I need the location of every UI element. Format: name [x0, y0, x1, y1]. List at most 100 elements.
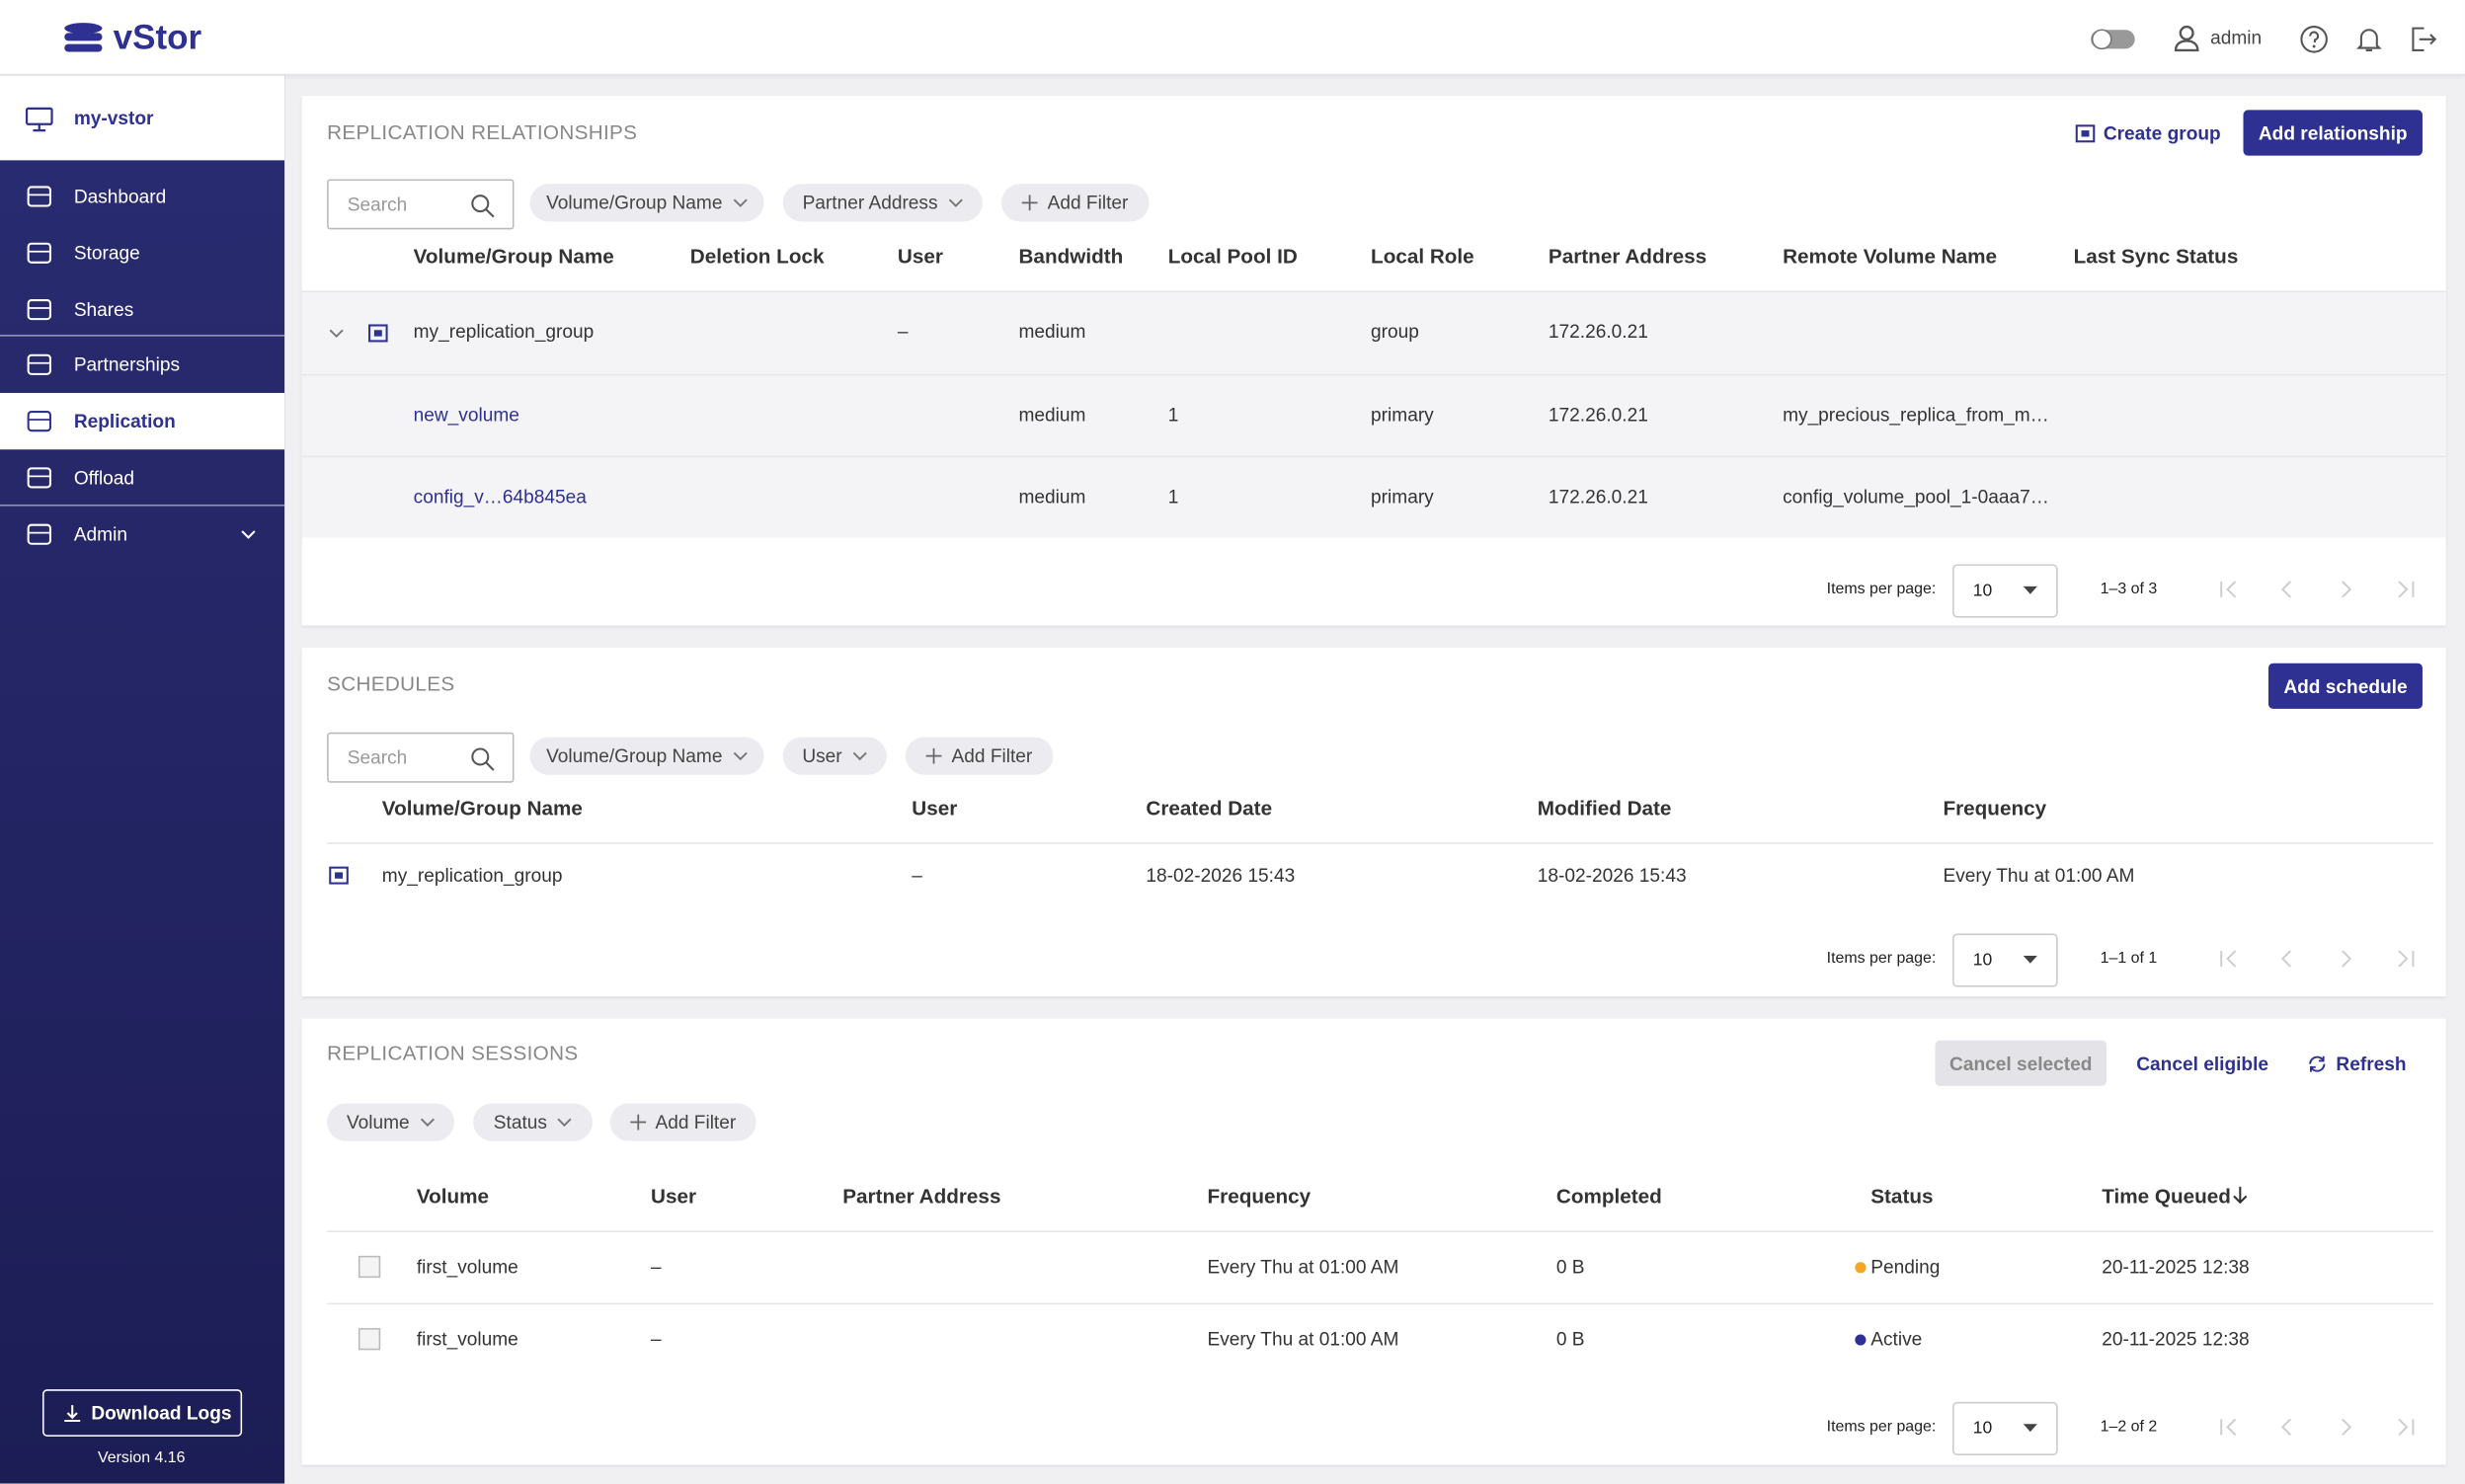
chip-label: Add Filter: [655, 1111, 737, 1133]
add-filter-chip[interactable]: Add Filter: [609, 1103, 756, 1141]
page-size-select[interactable]: 10: [1952, 564, 2058, 618]
column-header[interactable]: Frequency: [1207, 1184, 1312, 1209]
pager-button: [2220, 1418, 2237, 1436]
cell: Every Thu at 01:00 AM: [1943, 864, 2135, 887]
search-box: Search: [327, 179, 515, 230]
column-header[interactable]: Volume: [416, 1184, 490, 1209]
create-group-icon: [2075, 124, 2096, 143]
cell[interactable]: my_replication_group: [413, 320, 595, 344]
search-box: Search: [327, 732, 515, 783]
system-name[interactable]: my-vstor: [73, 107, 154, 129]
nav-icon: [27, 298, 51, 320]
filter-chip[interactable]: Volume: [327, 1103, 455, 1141]
pager-button: [2398, 950, 2415, 968]
filter-chip[interactable]: Partner Address: [782, 184, 983, 222]
cell: 1: [1167, 485, 1179, 508]
cell[interactable]: first_volume: [416, 1255, 518, 1279]
section-title: SCHEDULES: [327, 671, 455, 696]
column-header[interactable]: User: [651, 1184, 697, 1209]
column-header[interactable]: Status: [1870, 1184, 1934, 1209]
nav-label: Partnerships: [73, 353, 181, 377]
cell[interactable]: first_volume: [416, 1328, 518, 1351]
search-icon: [471, 195, 495, 218]
nav-icon: [27, 411, 51, 432]
cell[interactable]: config_v…64b845ea: [413, 485, 587, 508]
page-size-value: 10: [1972, 1419, 1993, 1439]
logo-icon: [64, 23, 103, 52]
download-logs-button[interactable]: Download Logs: [41, 1389, 243, 1437]
row-checkbox[interactable]: [358, 1255, 381, 1279]
user-name[interactable]: admin: [2210, 27, 2263, 49]
cell[interactable]: my_replication_group: [381, 864, 563, 887]
nav-label: Storage: [73, 241, 140, 265]
column-header[interactable]: Volume/Group Name: [413, 244, 614, 269]
cell: medium: [1018, 320, 1086, 344]
nav-item[interactable]: Offload: [0, 449, 284, 506]
column-header[interactable]: Modified Date: [1537, 796, 1672, 820]
column-header[interactable]: Partner Address: [1548, 244, 1708, 269]
add-relationship-button[interactable]: Add relationship: [2243, 110, 2423, 156]
cancel-selected-button[interactable]: Cancel selected: [1935, 1040, 2107, 1086]
system-icon: [25, 107, 53, 132]
version: Version 4.16: [98, 1449, 186, 1467]
logout-icon[interactable]: [2409, 25, 2437, 53]
nav-item[interactable]: Shares: [0, 280, 284, 337]
cell: medium: [1018, 485, 1086, 508]
filter-chip[interactable]: User: [782, 737, 887, 775]
column-header[interactable]: User: [912, 796, 958, 820]
page-size-select[interactable]: 10: [1952, 1401, 2058, 1456]
column-header[interactable]: Last Sync Status: [2073, 244, 2239, 269]
refresh-link[interactable]: Refresh: [2336, 1053, 2407, 1075]
user-icon[interactable]: [2173, 24, 2201, 52]
column-header[interactable]: User: [897, 244, 943, 269]
column-header[interactable]: Volume/Group Name: [381, 796, 583, 820]
page-size-value: 10: [1972, 581, 1993, 601]
nav-item[interactable]: Replication: [0, 393, 285, 450]
page-size-select[interactable]: 10: [1952, 933, 2058, 987]
add-filter-chip[interactable]: Add Filter: [1000, 184, 1150, 222]
nav-item[interactable]: Dashboard: [0, 168, 284, 224]
column-header[interactable]: Created Date: [1146, 796, 1273, 820]
help-icon[interactable]: [2300, 25, 2329, 53]
status-dot: [1855, 1334, 1867, 1346]
column-header[interactable]: Partner Address: [842, 1184, 1001, 1209]
cell: Every Thu at 01:00 AM: [1207, 1328, 1399, 1351]
notifications-icon[interactable]: [2355, 25, 2384, 53]
page-size-value: 10: [1972, 951, 1993, 971]
plus-icon: [926, 747, 942, 764]
column-header[interactable]: Frequency: [1943, 796, 2047, 820]
cell: 20-11-2025 12:38: [2102, 1328, 2250, 1351]
filter-chip[interactable]: Volume/Group Name: [529, 737, 764, 775]
column-header[interactable]: Remote Volume Name: [1783, 244, 1998, 269]
add-filter-chip[interactable]: Add Filter: [905, 737, 1054, 775]
create-group-link[interactable]: Create group: [2103, 122, 2221, 145]
nav-item[interactable]: Partnerships: [0, 335, 285, 393]
cell: 0 B: [1555, 1255, 1585, 1279]
column-header[interactable]: Completed: [1555, 1184, 1662, 1209]
row-checkbox[interactable]: [358, 1328, 381, 1351]
cancel-eligible-link[interactable]: Cancel eligible: [2136, 1053, 2269, 1075]
status-dot: [1855, 1262, 1867, 1274]
nav-item[interactable]: Admin: [0, 504, 285, 562]
nav-item[interactable]: Storage: [0, 224, 284, 280]
section-title: REPLICATION RELATIONSHIPS: [327, 119, 638, 144]
filter-chip[interactable]: Status: [473, 1103, 594, 1141]
column-header[interactable]: Local Role: [1371, 244, 1474, 269]
nav-icon: [27, 186, 51, 207]
row-divider: [327, 842, 2434, 844]
search-placeholder: Search: [347, 746, 408, 769]
add-schedule-button[interactable]: Add schedule: [2267, 663, 2423, 709]
filter-chip[interactable]: Volume/Group Name: [529, 184, 764, 222]
theme-toggle[interactable]: [2088, 27, 2138, 51]
nav-label: Dashboard: [73, 185, 167, 208]
column-header[interactable]: Deletion Lock: [689, 244, 825, 269]
cell: 172.26.0.21: [1548, 320, 1648, 344]
cell: 172.26.0.21: [1548, 485, 1648, 508]
column-header[interactable]: Local Pool ID: [1167, 244, 1298, 269]
cell[interactable]: new_volume: [413, 404, 519, 427]
cell: config_volume_pool_1-0aaa7…: [1783, 485, 2049, 508]
nav-label: Shares: [73, 297, 134, 321]
nav-divider: [0, 335, 285, 338]
column-header[interactable]: Bandwidth: [1018, 244, 1124, 269]
column-header[interactable]: Time Queued: [2102, 1184, 2231, 1209]
